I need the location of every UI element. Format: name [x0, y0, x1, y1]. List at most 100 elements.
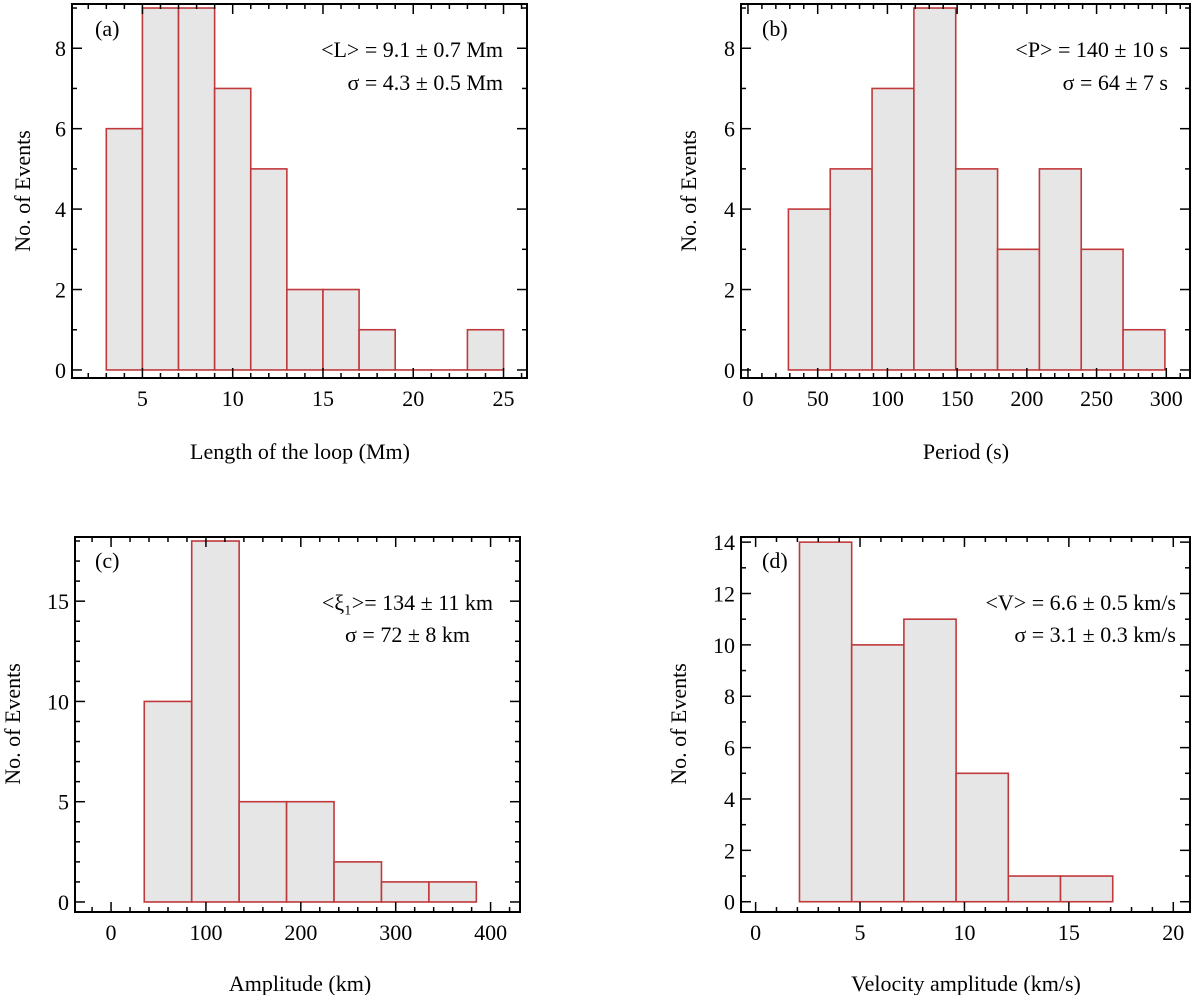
panel-c: (c) <ξ₁>= 134 ± 11 km σ = 72 ± 8 km Ampl… — [0, 537, 520, 995]
panel-d-bar-3 — [904, 619, 956, 902]
panel-b-bars — [788, 8, 1164, 370]
panel-c-xtick-label: 300 — [379, 920, 412, 945]
panel-a-bar-8 — [359, 330, 395, 370]
panel-d-ytick-label: 2 — [724, 838, 735, 863]
panel-b-mean-annotation: <P> = 140 ± 10 s — [1015, 37, 1168, 62]
panel-b-ytick-label: 8 — [724, 36, 735, 61]
panel-c-xtick-label: 400 — [474, 920, 507, 945]
panel-a-bar-11 — [467, 330, 503, 370]
panel-a-label: (a) — [95, 16, 119, 41]
panel-a-ytick-label: 6 — [55, 117, 66, 142]
panel-c-bar-5 — [334, 862, 381, 902]
panel-a-bar-1 — [106, 129, 142, 370]
panel-c-ytick-label: 0 — [58, 890, 69, 915]
panel-d-xtick-label: 5 — [855, 920, 866, 945]
panel-d-sigma-annotation: σ = 3.1 ± 0.3 km/s — [1014, 622, 1176, 647]
panel-b-bar-9 — [1123, 330, 1165, 370]
panel-b-bar-1 — [788, 209, 830, 370]
panel-c-ytick-label: 15 — [47, 589, 69, 614]
panel-c-ytick-label: 10 — [47, 689, 69, 714]
panel-a-mean-annotation: <L> = 9.1 ± 0.7 Mm — [321, 37, 503, 62]
panel-c-mean-annotation: <ξ₁>= 134 ± 11 km — [322, 590, 493, 615]
panel-d-ytick-label: 10 — [713, 633, 735, 658]
panel-d-x-axis-title: Velocity amplitude (km/s) — [851, 971, 1081, 995]
panel-a-x-axis-title: Length of the loop (Mm) — [190, 439, 410, 464]
panel-c-xtick-label: 200 — [284, 920, 317, 945]
panel-d-bar-4 — [956, 773, 1008, 901]
panel-d-bar-6 — [1061, 876, 1113, 902]
panel-b-xtick-label: 200 — [1010, 386, 1043, 411]
panel-b-bar-6 — [998, 249, 1040, 370]
panel-c-xtick-label: 0 — [106, 920, 117, 945]
panel-b-bar-4 — [914, 8, 956, 370]
panel-a-xtick-label: 15 — [312, 386, 334, 411]
panel-d-label: (d) — [762, 548, 788, 573]
panel-c-bar-2 — [192, 541, 239, 902]
panel-b-xtick-label: 250 — [1080, 386, 1113, 411]
panel-a: (a) <L> = 9.1 ± 0.7 Mm σ = 4.3 ± 0.5 Mm … — [10, 4, 527, 464]
panel-d-bar-5 — [1008, 876, 1060, 902]
panel-b-x-axis-title: Period (s) — [923, 439, 1009, 464]
panel-c-bar-3 — [239, 802, 286, 902]
panel-c-label: (c) — [95, 548, 119, 573]
panel-b-ytick-label: 0 — [724, 358, 735, 383]
panel-b-bar-2 — [830, 169, 872, 370]
panel-c-bar-7 — [429, 882, 476, 902]
panel-a-ytick-label: 2 — [55, 278, 66, 303]
panel-d-y-axis-title: No. of Events — [666, 663, 691, 785]
panel-d-mean-annotation: <V> = 6.6 ± 0.5 km/s — [986, 590, 1176, 615]
panel-d-ytick-label: 14 — [713, 530, 735, 555]
panel-c-x-axis-title: Amplitude (km) — [229, 971, 371, 995]
panel-a-xtick-label: 20 — [402, 386, 424, 411]
panel-a-bar-4 — [215, 88, 251, 370]
panel-d-xtick-label: 10 — [953, 920, 975, 945]
panel-d-bar-2 — [852, 645, 904, 902]
panel-a-ytick-label: 8 — [55, 36, 66, 61]
panel-d-xtick-label: 15 — [1058, 920, 1080, 945]
panel-d-xtick-label: 0 — [750, 920, 761, 945]
panel-b-y-axis-title: No. of Events — [676, 130, 701, 252]
panel-b: (b) <P> = 140 ± 10 s σ = 64 ± 7 s Period… — [676, 4, 1190, 464]
panel-d-ytick-label: 8 — [724, 684, 735, 709]
panel-a-sigma-annotation: σ = 4.3 ± 0.5 Mm — [347, 70, 503, 95]
panel-b-xtick-label: 300 — [1150, 386, 1183, 411]
panel-d-bar-1 — [799, 542, 851, 902]
panel-b-bar-5 — [956, 169, 998, 370]
panel-d-ytick-label: 4 — [724, 787, 735, 812]
panel-a-y-axis-title: No. of Events — [10, 130, 35, 252]
panel-a-bar-2 — [142, 8, 178, 370]
panel-c-xtick-label: 100 — [189, 920, 222, 945]
panel-a-bar-7 — [323, 290, 359, 370]
panel-b-xtick-label: 0 — [742, 386, 753, 411]
panel-c-bar-1 — [144, 701, 191, 902]
panel-a-ytick-label: 4 — [55, 197, 66, 222]
panel-d-ytick-label: 6 — [724, 736, 735, 761]
panel-b-ytick-label: 4 — [724, 197, 735, 222]
panel-b-sigma-annotation: σ = 64 ± 7 s — [1063, 70, 1168, 95]
panel-b-bar-3 — [872, 88, 914, 370]
panel-d-ytick-label: 0 — [724, 890, 735, 915]
panel-c-y-axis-title: No. of Events — [0, 663, 25, 785]
panel-b-xtick-label: 150 — [941, 386, 974, 411]
panel-b-label: (b) — [762, 16, 788, 41]
panel-b-xtick-label: 100 — [871, 386, 904, 411]
panel-a-bars — [106, 8, 503, 370]
panel-a-bar-6 — [287, 290, 323, 370]
panel-d: (d) <V> = 6.6 ± 0.5 km/s σ = 3.1 ± 0.3 k… — [666, 530, 1190, 995]
panel-c-bar-4 — [287, 802, 334, 902]
panel-c-bar-6 — [381, 882, 428, 902]
panel-c-sigma-annotation: σ = 72 ± 8 km — [345, 622, 470, 647]
panel-b-ytick-label: 2 — [724, 278, 735, 303]
panel-d-ytick-label: 12 — [713, 582, 735, 607]
panel-a-xtick-label: 10 — [222, 386, 244, 411]
panel-c-ytick-label: 5 — [58, 790, 69, 815]
panel-b-ytick-label: 6 — [724, 117, 735, 142]
panel-a-xtick-label: 5 — [137, 386, 148, 411]
panel-a-ytick-label: 0 — [55, 358, 66, 383]
panel-d-xtick-label: 20 — [1162, 920, 1184, 945]
panel-b-bar-7 — [1039, 169, 1081, 370]
panel-a-bar-5 — [251, 169, 287, 370]
panel-a-bar-3 — [179, 8, 215, 370]
panel-b-bar-8 — [1081, 249, 1123, 370]
